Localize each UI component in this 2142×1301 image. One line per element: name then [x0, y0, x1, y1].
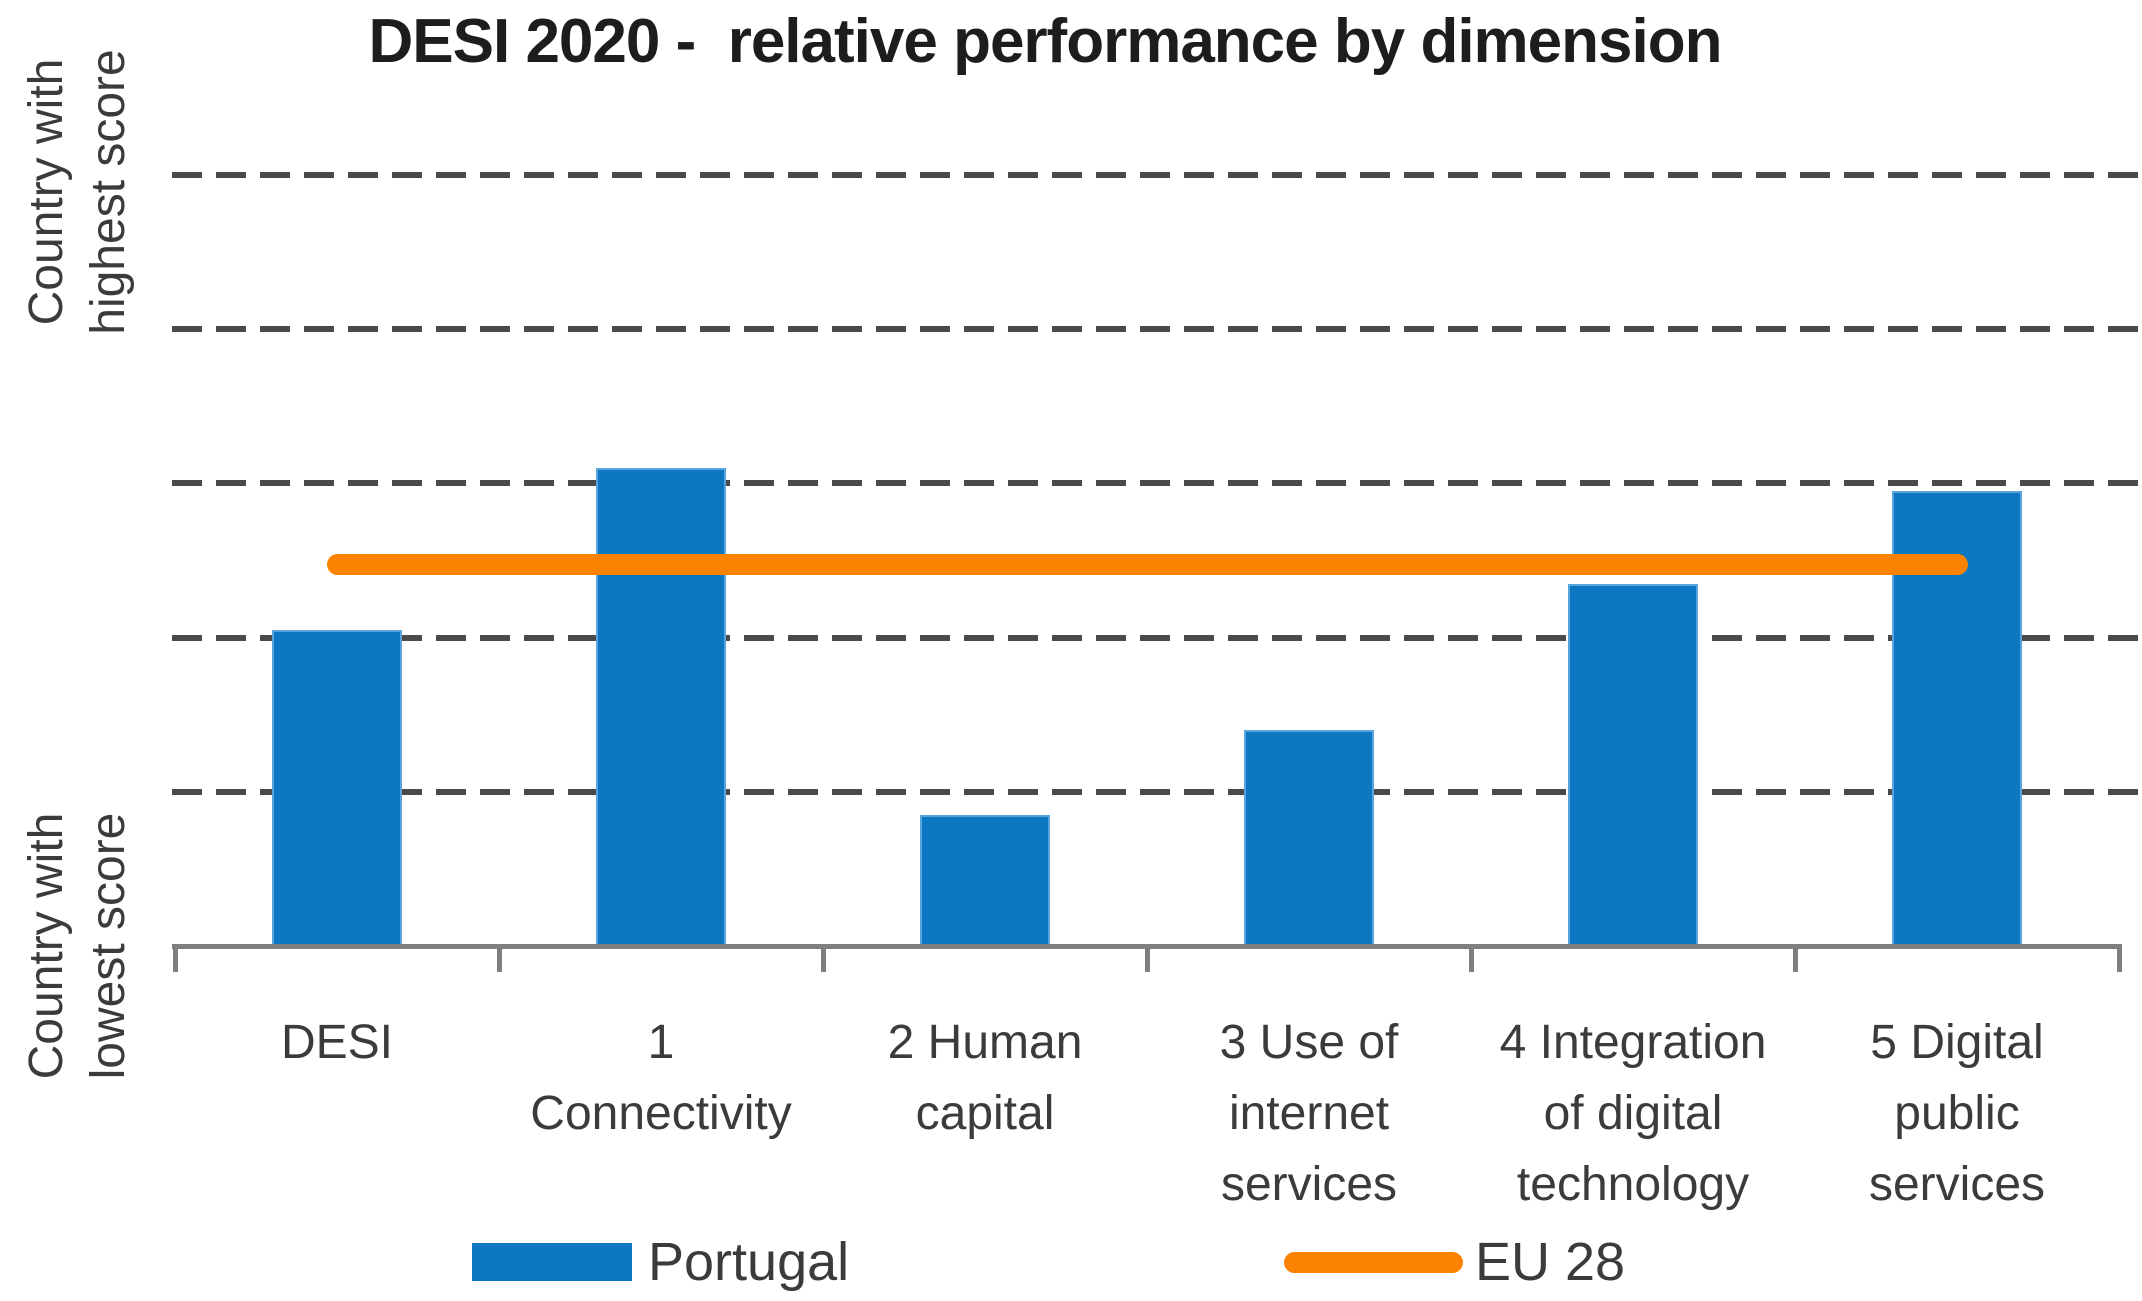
legend-eu28-line-swatch [1284, 1251, 1463, 1273]
x-axis-tick [497, 944, 502, 972]
y-axis-label-highest-line1: Country with [20, 58, 73, 326]
x-axis-tick [1145, 944, 1150, 972]
gridline [172, 480, 2140, 487]
legend-item-portugal: Portugal [472, 1232, 850, 1292]
y-axis-label-lowest-line2: lowest score [82, 812, 135, 1080]
y-axis-label-lowest: Country with lowest score [16, 813, 140, 1080]
legend-item-eu28: EU 28 [1284, 1232, 1626, 1292]
bar-desi [272, 630, 402, 946]
x-axis-tick [173, 944, 178, 972]
category-label-desi: DESI [280, 1016, 394, 1069]
y-axis-label-highest: Country with highest score [16, 49, 140, 335]
chart-title: DESI 2020 - relative performance by dime… [368, 7, 1723, 76]
category-label-3-use-of-internet-services: 3 Use of internet services [1219, 1016, 1399, 1211]
x-axis-tick [821, 944, 826, 972]
bar-4-integration-of-digital-technology [1568, 584, 1698, 946]
y-axis-label-lowest-line1: Country with [20, 812, 73, 1080]
bar-1-connectivity [596, 468, 726, 946]
eu28-average-line [327, 554, 1968, 575]
category-label-1-connectivity: 1 Connectivity [530, 1016, 792, 1140]
gridline [172, 634, 2140, 641]
y-axis-label-highest-line2: highest score [82, 49, 135, 335]
gridline [172, 172, 2140, 178]
x-axis-tick [1469, 944, 1474, 972]
category-label-2-human-capital: 2 Human capital [887, 1016, 1083, 1140]
legend-eu28-label: EU 28 [1475, 1232, 1626, 1292]
gridline [172, 788, 2140, 795]
legend-portugal-bar-swatch [472, 1243, 632, 1281]
x-axis-tick [1793, 944, 1798, 972]
bar-3-use-of-internet-services [1244, 730, 1374, 946]
x-axis-tick [2117, 944, 2122, 972]
legend-portugal-label: Portugal [648, 1232, 850, 1292]
category-label-4-integration-of-digital-technology: 4 Integration of digital technology [1499, 1016, 1767, 1211]
gridline [172, 326, 2140, 333]
bar-2-human-capital [920, 815, 1050, 946]
category-label-5-digital-public-services: 5 Digital public services [1868, 1016, 2046, 1211]
